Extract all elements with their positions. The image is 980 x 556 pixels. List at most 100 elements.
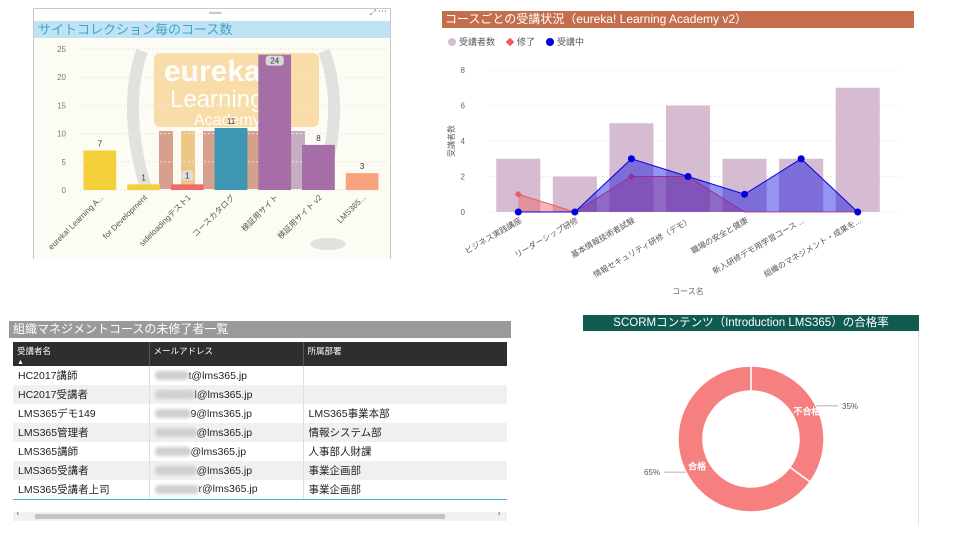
redacted-mark — [154, 428, 197, 438]
data-label: 1 — [141, 173, 146, 182]
email-text: @lms365.jp — [190, 445, 247, 458]
cell-dept — [303, 385, 507, 404]
x-tick-label: ビジネス実践講座 — [463, 215, 523, 256]
logo-text-1: eureka! — [164, 55, 271, 88]
data-point — [854, 208, 862, 216]
data-label: 8 — [316, 134, 321, 143]
bar — [170, 184, 204, 190]
focus-mode-icon[interactable]: ⤢ — [369, 8, 376, 17]
cell-name: LMS365講師 — [13, 442, 150, 461]
redacted-mark — [310, 238, 346, 250]
slice-percent-label: 35% — [842, 402, 858, 411]
x-tick-label: 組織のマネジメント・成果を... — [762, 215, 863, 279]
data-point — [797, 155, 805, 163]
pie-slice — [677, 365, 812, 513]
cell-dept: 情報システム部 — [303, 423, 507, 442]
table-row[interactable]: LMS365受講者 @lms365.jp 事業企画部 — [13, 461, 507, 480]
email-text: @lms365.jp — [196, 426, 253, 439]
y-tick-label: 4 — [461, 137, 466, 146]
logo-text-3: Academy — [194, 112, 261, 129]
table-row[interactable]: LMS365管理者 @lms365.jp 情報システム部 — [13, 423, 507, 442]
chart-title: コースごとの受講状況（eureka! Learning Academy v2） — [442, 11, 914, 28]
legend-item: 修了 — [505, 36, 535, 47]
redacted-mark — [154, 371, 189, 381]
logo-stripe — [203, 131, 217, 189]
data-label: 24 — [270, 57, 279, 66]
visual-header: ═══ ⤢ ⋯ — [34, 7, 390, 17]
cell-name: LMS365受講者上司 — [13, 480, 150, 500]
bar — [345, 173, 379, 190]
bar — [835, 87, 880, 212]
y-axis-title: 受講者数 — [446, 125, 456, 157]
bar — [83, 150, 117, 190]
table-row[interactable]: LMS365デモ149 9@lms365.jp LMS365事業本部 — [13, 404, 507, 423]
cell-dept — [303, 366, 507, 385]
series-area — [518, 158, 858, 212]
table-row[interactable]: LMS365受講者上司 r@lms365.jp 事業企画部 — [13, 480, 507, 500]
course-status-combo-chart: 受講者数 修了 受講中02468受講者数ビジネス実践講座リーダーシップ研修基本情報技… — [446, 36, 902, 296]
email-text: 9@lms365.jp — [190, 407, 252, 420]
redacted-mark — [154, 447, 191, 457]
cell-email: @lms365.jp — [149, 442, 304, 461]
y-tick-label: 15 — [57, 101, 66, 110]
data-label-bg — [181, 170, 194, 181]
data-point — [571, 208, 579, 216]
cell-email: t@lms365.jp — [149, 366, 304, 385]
data-point — [627, 172, 635, 181]
incomplete-learners-table: 受講者名 ▲ メールアドレス 所属部署 HC2017講師 t@lms365.jp HC… — [13, 342, 507, 500]
cell-email: r@lms365.jp — [149, 480, 304, 500]
course-status-chart-panel: コースごとの受講状況（eureka! Learning Academy v2） … — [440, 10, 914, 300]
column-header-dept[interactable]: 所属部署 — [303, 342, 507, 366]
data-label: 11 — [227, 117, 236, 126]
redacted-mark — [154, 466, 197, 476]
column-header-name[interactable]: 受講者名 ▲ — [13, 342, 150, 366]
cell-name: HC2017講師 — [13, 366, 150, 385]
scorm-pass-rate-donut: 不合格 35% 合格 65% — [644, 365, 858, 513]
bar — [302, 144, 335, 190]
slice-label: 合格 — [688, 460, 707, 471]
legend-marker — [546, 38, 554, 46]
scroll-right-icon[interactable]: › — [497, 509, 501, 519]
bar — [552, 176, 597, 212]
x-axis-title: コース名 — [672, 286, 704, 296]
cell-email: @lms365.jp — [149, 461, 304, 480]
table-title: 組織マネジメントコースの未修了者一覧 — [9, 321, 511, 338]
bar — [609, 123, 654, 212]
horizontal-scrollbar[interactable]: ‹ › — [13, 509, 507, 521]
slice-label: 不合格 — [793, 406, 821, 417]
logo-stripe — [291, 131, 305, 189]
cell-dept: LMS365事業本部 — [308, 408, 390, 420]
legend-marker — [448, 38, 456, 46]
table-row[interactable]: HC2017講師 t@lms365.jp — [13, 366, 507, 385]
scrollbar-thumb[interactable] — [35, 514, 445, 519]
data-point — [741, 190, 749, 198]
bar — [127, 184, 160, 190]
cell-email: 9@lms365.jp — [149, 404, 304, 423]
data-label: 7 — [98, 140, 103, 149]
legend-marker — [505, 37, 515, 47]
column-header-email[interactable]: メールアドレス — [149, 342, 304, 366]
email-text: l@lms365.jp — [194, 388, 253, 401]
cell-dept: 人事部人財課 — [308, 446, 372, 458]
drag-handle-icon[interactable]: ═══ — [209, 9, 222, 17]
data-point — [514, 190, 522, 198]
table-row[interactable]: LMS365講師 @lms365.jp 人事部人財課 — [13, 442, 507, 461]
bar — [214, 127, 248, 190]
data-point — [627, 155, 635, 163]
scroll-left-icon[interactable]: ‹ — [16, 509, 20, 519]
bar — [258, 54, 292, 190]
y-tick-label: 0 — [62, 186, 67, 195]
data-label: 1 — [185, 171, 190, 180]
x-tick-label: 職場の安全と健康 — [689, 215, 749, 256]
redacted-mark — [154, 409, 191, 419]
more-options-icon[interactable]: ⋯ — [378, 7, 387, 17]
bar — [665, 105, 711, 212]
bar — [496, 158, 541, 212]
logo-arc-left — [126, 49, 152, 191]
cell-name: LMS365受講者 — [13, 461, 150, 480]
chart-title: サイトコレクション毎のコース数 — [34, 21, 390, 38]
cell-name: LMS365管理者 — [13, 423, 150, 442]
table-row[interactable]: HC2017受講者 l@lms365.jp — [13, 385, 507, 404]
y-tick-label: 25 — [57, 45, 66, 54]
email-text: r@lms365.jp — [198, 483, 258, 496]
